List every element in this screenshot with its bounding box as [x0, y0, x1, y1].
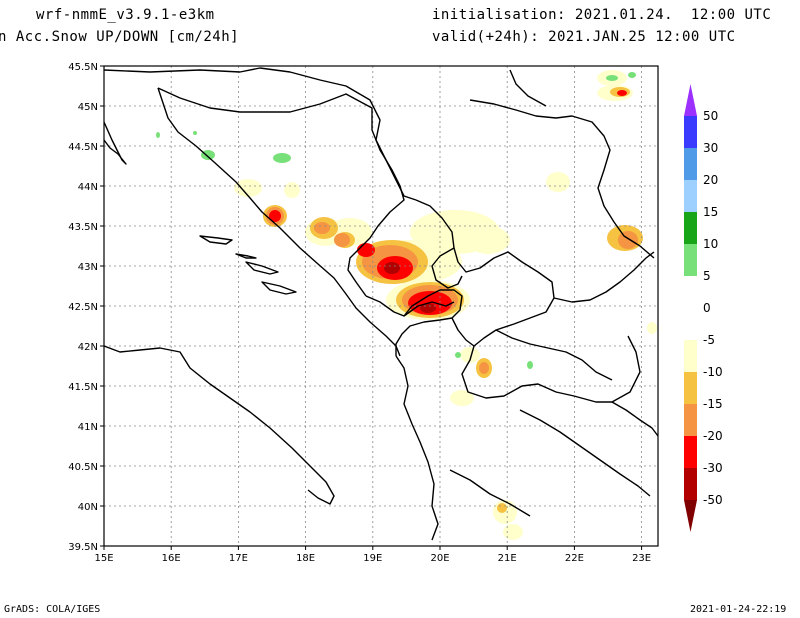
lat-label: 41.5N: [68, 382, 98, 393]
colorbar-label: 10: [703, 237, 718, 251]
lon-label: 22E: [565, 553, 584, 564]
snow-field-layer: [156, 70, 657, 540]
lon-label: 23E: [632, 553, 651, 564]
lat-label: 40.5N: [68, 462, 98, 473]
colorbar-segment: [684, 468, 697, 500]
colorbar-segment: [684, 116, 697, 148]
lat-label: 45N: [78, 102, 98, 113]
lon-label: 17E: [229, 553, 248, 564]
init-time: initialisation: 2021.01.24. 12:00 UTC: [432, 7, 772, 23]
lon-label: 16E: [162, 553, 181, 564]
lat-label: 42N: [78, 342, 98, 353]
colorbar-segment: [684, 404, 697, 436]
lat-label: 45.5N: [68, 62, 98, 73]
longitude-labels: 15E 16E 17E 18E 19E 20E 21E 22E 23E: [94, 546, 651, 564]
colorbar-label: 15: [703, 205, 718, 219]
lat-label: 39.5N: [68, 542, 98, 553]
field-title: n Acc.Snow UP/DOWN [cm/24h]: [0, 29, 240, 45]
colorbar-label: 0: [703, 301, 711, 315]
colorbar-label: -50: [703, 493, 723, 507]
colorbar-label: 50: [703, 109, 718, 123]
colorbar-segment: [684, 340, 697, 372]
colorbar-top-arrow: [684, 84, 697, 116]
colorbar-label: 5: [703, 269, 711, 283]
lat-label: 40N: [78, 502, 98, 513]
map-gridlines: [104, 66, 658, 546]
colorbar-segment: [684, 372, 697, 404]
colorbar-label: -20: [703, 429, 723, 443]
lat-label: 44.5N: [68, 142, 98, 153]
coastlines-and-borders: [103, 67, 659, 541]
colorbar-label: -5: [703, 333, 715, 347]
valid-time: valid(+24h): 2021.JAN.25 12:00 UTC: [432, 29, 736, 45]
colorbar-segment: [684, 148, 697, 180]
lat-label: 43N: [78, 262, 98, 273]
latitude-labels: 45.5N 45N 44.5N 44N 43.5N 43N 42.5N 42N 41.5N 41N…: [68, 62, 104, 553]
colorbar-segment: [684, 180, 697, 212]
lon-label: 20E: [430, 553, 449, 564]
lon-label: 19E: [363, 553, 382, 564]
colorbar-segment: [684, 276, 697, 308]
colorbar-label: -15: [703, 397, 723, 411]
colorbar-label: 30: [703, 141, 718, 155]
lon-label: 18E: [296, 553, 315, 564]
colorbar-segment: [684, 244, 697, 276]
colorbar-segment: [684, 212, 697, 244]
colorbar-label: -10: [703, 365, 723, 379]
lat-label: 41N: [78, 422, 98, 433]
colorbar-bottom-arrow: [684, 500, 697, 532]
timestamp-text: 2021-01-24-22:19: [690, 604, 787, 615]
colorbar-segment: [684, 308, 697, 340]
colorbar-segment: [684, 436, 697, 468]
lon-label: 21E: [498, 553, 517, 564]
model-title: wrf-nmmE_v3.9.1-e3km: [36, 7, 215, 23]
colorbar-label: 20: [703, 173, 718, 187]
lat-label: 44N: [78, 182, 98, 193]
colorbar-label: -30: [703, 461, 723, 475]
lon-label: 15E: [94, 553, 113, 564]
lat-label: 43.5N: [68, 222, 98, 233]
credit-text: GrADS: COLA/IGES: [4, 604, 101, 615]
lat-label: 42.5N: [68, 302, 98, 313]
